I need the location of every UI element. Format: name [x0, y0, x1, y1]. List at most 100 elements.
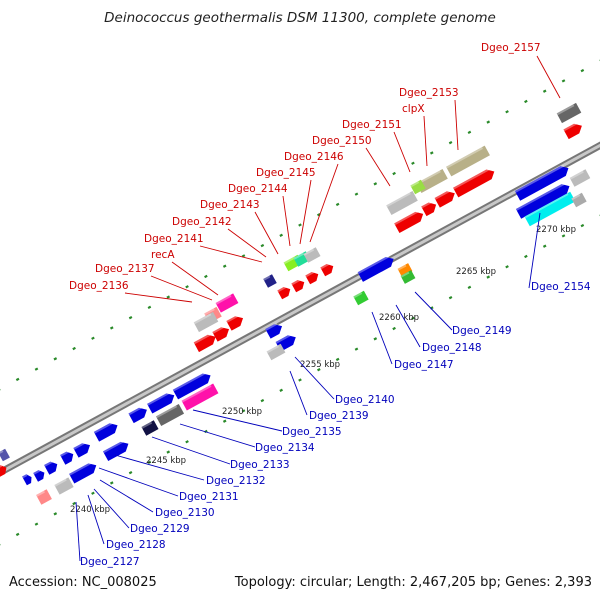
rail-tick — [279, 233, 283, 237]
gene-highlight — [0, 450, 4, 455]
gene-feature[interactable] — [291, 278, 306, 293]
rail-tick — [72, 501, 76, 506]
gene-feature[interactable] — [155, 403, 185, 427]
gene-block — [141, 420, 159, 436]
gene-label-dgeo-2143[interactable]: Dgeo_2143 — [200, 199, 260, 211]
gene-label-dgeo-2130[interactable]: Dgeo_2130 — [155, 507, 215, 519]
gene-label-dgeo-2139[interactable]: Dgeo_2139 — [309, 410, 369, 422]
gene-feature[interactable] — [172, 371, 213, 400]
gene-feature[interactable] — [60, 449, 76, 465]
gene-block — [524, 191, 576, 227]
gene-feature[interactable] — [305, 270, 320, 285]
gene-label-dgeo-2129[interactable]: Dgeo_2129 — [130, 523, 190, 535]
gene-arrow — [434, 191, 455, 208]
gene-arrow — [394, 211, 424, 234]
gene-arrow — [102, 441, 129, 462]
gene-label-clpx[interactable]: clpX — [402, 103, 425, 115]
gene-feature[interactable] — [212, 324, 231, 342]
gene-feature[interactable] — [54, 477, 74, 495]
gene-label-dgeo-2151[interactable]: Dgeo_2151 — [342, 119, 402, 131]
gene-feature[interactable] — [524, 191, 576, 227]
gene-feature[interactable] — [266, 343, 286, 361]
map-title: Deinococcus geothermalis DSM 11300, comp… — [104, 10, 496, 26]
gene-highlight — [303, 248, 315, 256]
gene-feature[interactable] — [569, 169, 591, 187]
gene-label-dgeo-2145[interactable]: Dgeo_2145 — [256, 167, 316, 179]
gene-feature[interactable] — [263, 274, 277, 288]
gene-feature[interactable] — [33, 468, 47, 482]
gene-label-dgeo-2131[interactable]: Dgeo_2131 — [179, 491, 239, 503]
gene-label-dgeo-2153[interactable]: Dgeo_2153 — [399, 87, 459, 99]
gene-highlight — [22, 474, 28, 479]
gene-label-dgeo-2141[interactable]: Dgeo_2141 — [144, 233, 204, 245]
gene-feature[interactable] — [69, 460, 99, 484]
gene-label-dgeo-2133[interactable]: Dgeo_2133 — [230, 459, 290, 471]
gene-label-dgeo-2132[interactable]: Dgeo_2132 — [206, 475, 266, 487]
gene-feature[interactable] — [141, 420, 159, 436]
gene-feature[interactable] — [394, 209, 426, 234]
gene-feature[interactable] — [320, 262, 335, 277]
gene-arrow — [515, 184, 570, 219]
gene-label-dgeo-2154[interactable]: Dgeo_2154 — [531, 281, 591, 293]
gene-label-dgeo-2150[interactable]: Dgeo_2150 — [312, 135, 372, 147]
gene-feature[interactable] — [102, 439, 131, 462]
gene-label-dgeo-2127[interactable]: Dgeo_2127 — [80, 556, 140, 568]
gene-feature[interactable] — [93, 420, 120, 442]
gene-feature[interactable] — [397, 263, 413, 277]
gene-feature[interactable] — [73, 440, 92, 458]
gene-feature[interactable] — [353, 290, 369, 306]
gene-label-dgeo-2135[interactable]: Dgeo_2135 — [282, 426, 342, 438]
gene-feature[interactable] — [181, 383, 219, 411]
gene-feature[interactable] — [556, 102, 582, 124]
rail-tick — [580, 68, 585, 73]
gene-label-dgeo-2146[interactable]: Dgeo_2146 — [284, 151, 344, 163]
gene-label-dgeo-2137[interactable]: Dgeo_2137 — [95, 263, 155, 275]
gene-label-dgeo-2128[interactable]: Dgeo_2128 — [106, 539, 166, 551]
gene-label-reca[interactable]: recA — [151, 249, 175, 261]
gene-feature[interactable] — [193, 332, 219, 353]
gene-feature[interactable] — [410, 179, 426, 195]
gene-feature[interactable] — [36, 489, 52, 505]
gene-label-dgeo-2147[interactable]: Dgeo_2147 — [394, 359, 454, 371]
gene-label-dgeo-2157[interactable]: Dgeo_2157 — [481, 42, 541, 54]
gene-feature[interactable] — [400, 270, 416, 284]
gene-feature[interactable] — [22, 473, 34, 486]
gene-feature[interactable] — [421, 200, 439, 217]
gene-feature[interactable] — [0, 463, 9, 477]
gene-feature[interactable] — [128, 405, 149, 424]
gene-highlight — [36, 490, 45, 497]
rail-tick — [109, 481, 114, 485]
rail-tick — [505, 110, 509, 114]
gene-label-dgeo-2136[interactable]: Dgeo_2136 — [69, 280, 129, 292]
gene-feature[interactable] — [226, 313, 245, 331]
gene-feature[interactable] — [303, 247, 321, 263]
gene-feature[interactable] — [193, 311, 219, 333]
gene-block — [571, 192, 587, 208]
gene-feature[interactable] — [277, 285, 292, 300]
gene-feature[interactable] — [446, 145, 490, 177]
gene-feature[interactable] — [386, 190, 418, 216]
gene-feature[interactable] — [514, 163, 571, 201]
gene-feature[interactable] — [265, 321, 284, 339]
gene-label-dgeo-2134[interactable]: Dgeo_2134 — [255, 442, 315, 454]
gene-feature[interactable] — [563, 121, 584, 140]
gene-label-dgeo-2148[interactable]: Dgeo_2148 — [422, 342, 482, 354]
gene-feature[interactable] — [357, 254, 397, 282]
rail-tick — [260, 243, 265, 248]
scale-label-2240: 2240 kbp — [70, 505, 110, 515]
gene-feature[interactable] — [147, 390, 177, 414]
gene-label-dgeo-2149[interactable]: Dgeo_2149 — [452, 325, 512, 337]
rail-tick — [354, 347, 359, 351]
gene-feature[interactable] — [215, 293, 239, 313]
gene-label-dgeo-2142[interactable]: Dgeo_2142 — [172, 216, 232, 228]
gene-block — [155, 403, 185, 427]
gene-feature[interactable] — [515, 181, 572, 219]
gene-feature[interactable] — [0, 448, 10, 462]
gene-label-dgeo-2140[interactable]: Dgeo_2140 — [335, 394, 395, 406]
gene-feature[interactable] — [571, 192, 587, 208]
gene-label-dgeo-2144[interactable]: Dgeo_2144 — [228, 183, 288, 195]
gene-feature[interactable] — [44, 459, 60, 475]
gene-feature[interactable] — [434, 188, 458, 208]
gene-feature[interactable] — [453, 167, 497, 198]
leader-line — [171, 261, 219, 296]
